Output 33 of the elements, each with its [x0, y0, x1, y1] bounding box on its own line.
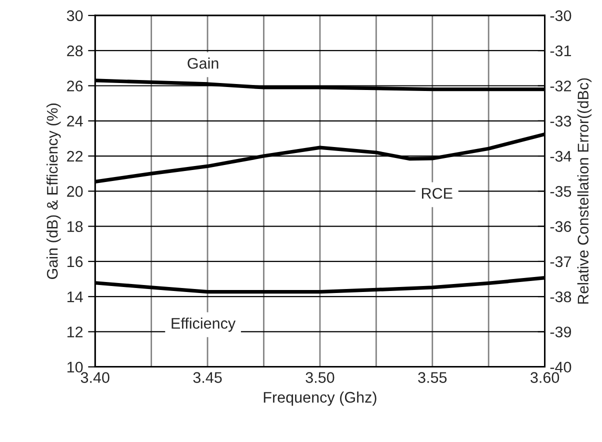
- y-tick-label: 24: [67, 116, 83, 126]
- series-label: RCE: [422, 188, 452, 199]
- y2-tick-label: -31: [550, 45, 572, 56]
- y-tick-label: 10: [67, 362, 83, 373]
- x-tick-label: 3.50: [306, 372, 334, 383]
- y-tick-label: 26: [67, 80, 83, 92]
- x-tick-label: 3.40: [80, 372, 110, 383]
- y-tick-label: 16: [67, 256, 83, 268]
- y2-tick-label: -37: [550, 256, 571, 268]
- y-axis-title: Gain (dB) & Efficiency (%): [46, 104, 61, 279]
- y2-axis-title: Relative Constellation Error((dBc): [577, 78, 592, 304]
- y-tick-label: 28: [67, 45, 83, 56]
- y-tick-label: 18: [67, 221, 83, 232]
- y-tick-label: 22: [67, 150, 83, 162]
- y2-tick-label: -32: [550, 80, 571, 92]
- y2-tick-label: -30: [550, 10, 572, 22]
- y-tick-label: 20: [67, 186, 83, 197]
- x-axis-title: Frequency (Ghz): [264, 392, 376, 406]
- series-label: Gain: [188, 58, 218, 69]
- y2-tick-label: -38: [550, 291, 572, 302]
- x-tick-label: 3.55: [418, 372, 447, 383]
- series-label: Efficiency: [172, 318, 236, 332]
- y2-tick-label: -36: [550, 221, 572, 232]
- y2-tick-label: -33: [550, 116, 572, 127]
- y2-tick-label: -40: [550, 362, 572, 373]
- x-tick-label: 3.45: [193, 372, 222, 383]
- y2-tick-label: -35: [550, 186, 572, 197]
- y-tick-label: 14: [67, 292, 83, 302]
- x-tick-label: 3.60: [530, 372, 560, 383]
- y-tick-label: 30: [66, 10, 83, 22]
- y2-tick-label: -39: [550, 326, 572, 338]
- y2-tick-label: -34: [550, 150, 572, 162]
- y-tick-label: 12: [67, 326, 83, 338]
